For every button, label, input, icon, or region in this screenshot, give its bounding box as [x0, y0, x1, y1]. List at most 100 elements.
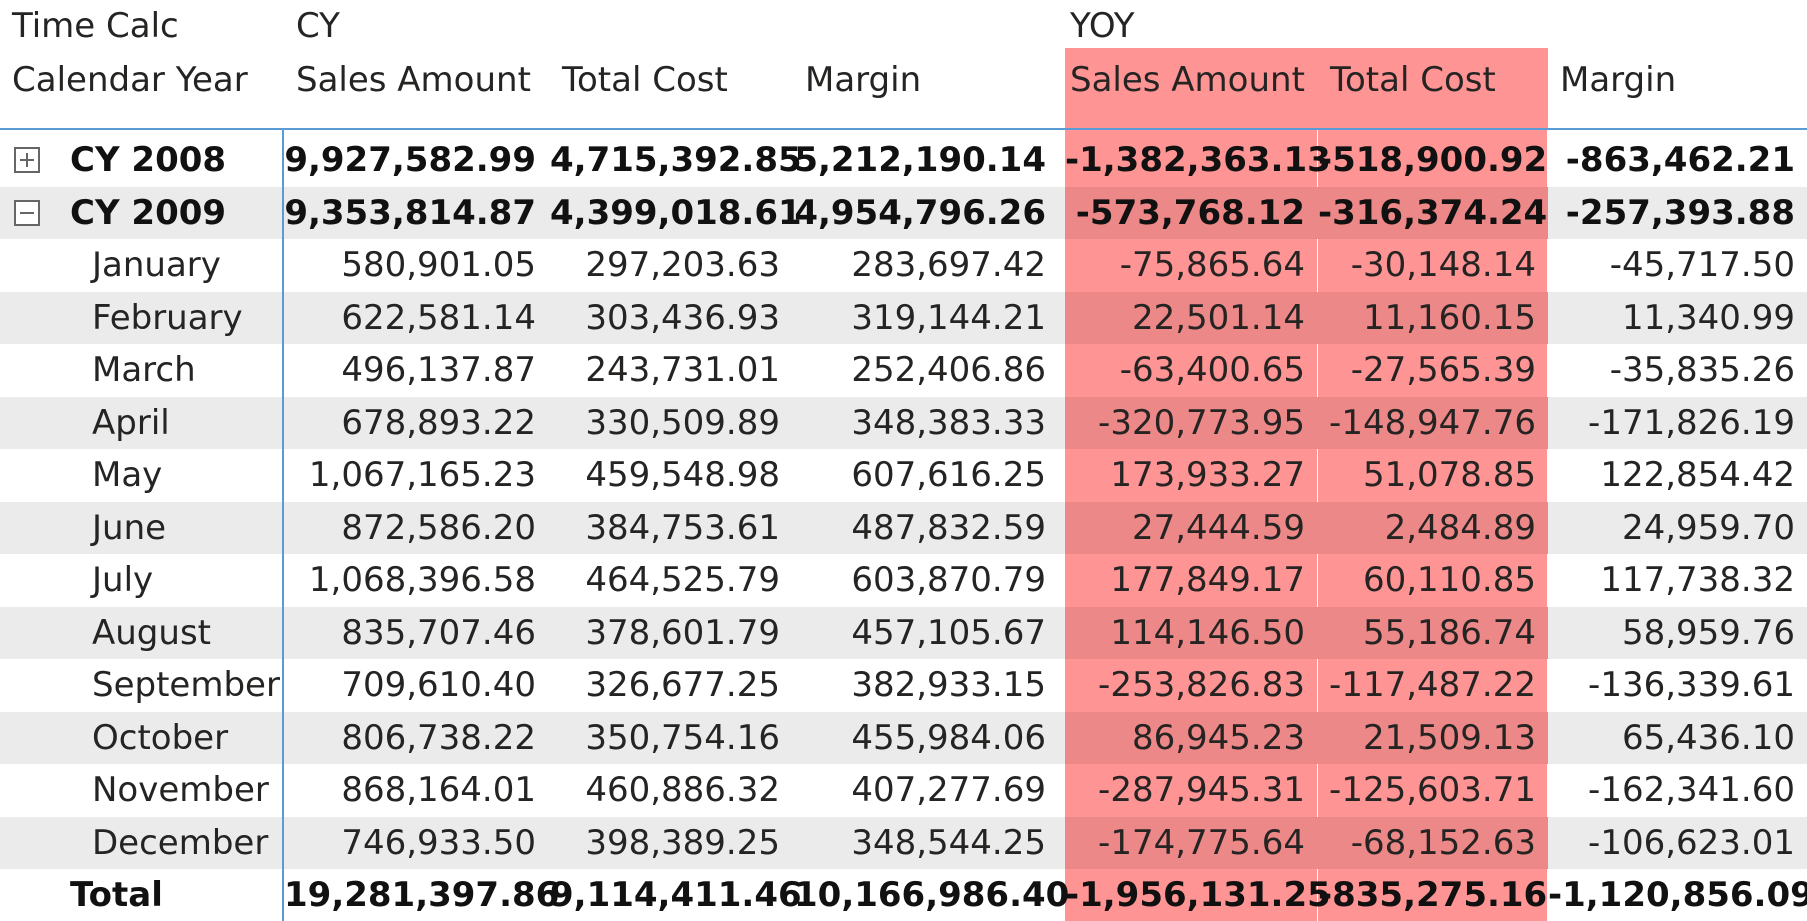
value-cell[interactable]: -27,565.39 [1350, 350, 1536, 390]
value-cell[interactable]: 11,160.15 [1362, 297, 1536, 338]
value-cell[interactable]: -63,400.65 [1119, 350, 1305, 390]
row-label[interactable]: June [92, 507, 167, 548]
value-cell[interactable]: -136,339.61 [1588, 665, 1795, 705]
value-cell[interactable]: 1,067,165.23 [308, 455, 536, 495]
value-cell[interactable]: 9,353,814.87 [284, 192, 536, 233]
value-cell[interactable]: 407,277.69 [851, 770, 1046, 810]
value-cell[interactable]: -257,393.88 [1565, 192, 1795, 233]
row-label-total[interactable]: Total [70, 875, 163, 915]
value-cell[interactable]: -45,717.50 [1609, 245, 1795, 285]
collapse-icon[interactable] [14, 199, 40, 226]
value-cell[interactable]: 398,389.25 [585, 822, 780, 863]
value-cell[interactable]: 10,166,986.40 [794, 875, 1070, 915]
value-cell[interactable]: 114,146.50 [1110, 612, 1305, 653]
value-cell[interactable]: 283,697.42 [851, 245, 1046, 285]
value-cell[interactable]: 460,886.32 [585, 770, 780, 810]
value-cell[interactable]: -573,768.12 [1075, 192, 1305, 233]
value-cell[interactable]: 11,340.99 [1621, 297, 1795, 338]
value-cell[interactable]: 835,707.46 [341, 612, 536, 653]
value-cell[interactable]: -35,835.26 [1609, 350, 1795, 390]
value-cell[interactable]: -320,773.95 [1098, 402, 1305, 443]
row-label[interactable]: February [92, 297, 243, 338]
value-cell[interactable]: 4,715,392.85 [550, 140, 802, 180]
value-cell[interactable]: 496,137.87 [341, 350, 536, 390]
column-group-yoy[interactable]: YOY [1070, 6, 1135, 46]
value-cell[interactable]: -30,148.14 [1350, 245, 1536, 285]
value-cell[interactable]: 297,203.63 [585, 245, 780, 285]
value-cell[interactable]: 326,677.25 [585, 665, 780, 705]
row-label[interactable]: December [92, 822, 269, 863]
value-cell[interactable]: -518,900.92 [1318, 140, 1548, 180]
value-cell[interactable]: 55,186.74 [1362, 612, 1536, 653]
row-label[interactable]: April [92, 402, 170, 443]
value-cell[interactable]: 252,406.86 [851, 350, 1046, 390]
value-cell[interactable]: 2,484.89 [1384, 507, 1536, 548]
value-cell[interactable]: 348,383.33 [851, 402, 1046, 443]
value-cell[interactable]: 464,525.79 [585, 560, 780, 600]
value-cell[interactable]: 86,945.23 [1131, 717, 1305, 758]
value-cell[interactable]: 9,927,582.99 [284, 140, 536, 180]
value-cell[interactable]: 384,753.61 [585, 507, 780, 548]
value-cell[interactable]: -148,947.76 [1329, 402, 1536, 443]
value-cell[interactable]: -253,826.83 [1098, 665, 1305, 705]
row-label[interactable]: November [92, 770, 269, 810]
value-cell[interactable]: 382,933.15 [851, 665, 1046, 705]
value-cell[interactable]: 319,144.21 [851, 297, 1046, 338]
row-label[interactable]: July [92, 560, 154, 600]
column-header-cy-total-cost[interactable]: Total Cost [562, 60, 728, 100]
value-cell[interactable]: 868,164.01 [341, 770, 536, 810]
value-cell[interactable]: -125,603.71 [1329, 770, 1536, 810]
value-cell[interactable]: 303,436.93 [585, 297, 780, 338]
row-label[interactable]: August [92, 612, 211, 653]
row-label[interactable]: May [92, 455, 163, 495]
value-cell[interactable]: 60,110.85 [1362, 560, 1536, 600]
column-header-cy-sales-amount[interactable]: Sales Amount [296, 60, 531, 100]
value-cell[interactable]: 607,616.25 [851, 455, 1046, 495]
value-cell[interactable]: 58,959.76 [1621, 612, 1795, 653]
value-cell[interactable]: 9,114,411.46 [550, 875, 802, 915]
value-cell[interactable]: 19,281,397.86 [284, 875, 560, 915]
column-header-yoy-margin[interactable]: Margin [1560, 60, 1677, 100]
value-cell[interactable]: -1,956,131.25 [1065, 875, 1331, 915]
value-cell[interactable]: 487,832.59 [851, 507, 1046, 548]
value-cell[interactable]: 580,901.05 [341, 245, 536, 285]
value-cell[interactable]: 603,870.79 [851, 560, 1046, 600]
value-cell[interactable]: -68,152.63 [1350, 822, 1536, 863]
row-label[interactable]: January [92, 245, 221, 285]
value-cell[interactable]: 1,068,396.58 [308, 560, 536, 600]
value-cell[interactable]: 65,436.10 [1621, 717, 1795, 758]
value-cell[interactable]: 51,078.85 [1362, 455, 1536, 495]
value-cell[interactable]: -75,865.64 [1119, 245, 1305, 285]
value-cell[interactable]: 378,601.79 [585, 612, 780, 653]
value-cell[interactable]: 348,544.25 [851, 822, 1046, 863]
value-cell[interactable]: 4,399,018.61 [550, 192, 802, 233]
value-cell[interactable]: -863,462.21 [1565, 140, 1795, 180]
value-cell[interactable]: -1,382,363.13 [1065, 140, 1331, 180]
row-header-calendar-year[interactable]: Calendar Year [12, 60, 248, 100]
value-cell[interactable]: 4,954,796.26 [794, 192, 1046, 233]
value-cell[interactable]: 24,959.70 [1621, 507, 1795, 548]
column-header-yoy-sales-amount[interactable]: Sales Amount [1070, 60, 1305, 100]
value-cell[interactable]: 678,893.22 [341, 402, 536, 443]
value-cell[interactable]: -174,775.64 [1098, 822, 1305, 863]
value-cell[interactable]: 177,849.17 [1110, 560, 1305, 600]
value-cell[interactable]: 350,754.16 [585, 717, 780, 758]
value-cell[interactable]: 21,509.13 [1362, 717, 1536, 758]
value-cell[interactable]: -117,487.22 [1329, 665, 1536, 705]
value-cell[interactable]: 22,501.14 [1131, 297, 1305, 338]
value-cell[interactable]: 27,444.59 [1131, 507, 1305, 548]
value-cell[interactable]: -835,275.16 [1318, 875, 1548, 915]
value-cell[interactable]: 457,105.67 [851, 612, 1046, 653]
value-cell[interactable]: 117,738.32 [1600, 560, 1795, 600]
value-cell[interactable]: 243,731.01 [585, 350, 780, 390]
value-cell[interactable]: 459,548.98 [585, 455, 780, 495]
value-cell[interactable]: 746,933.50 [341, 822, 536, 863]
column-group-cy[interactable]: CY [296, 6, 340, 46]
row-label[interactable]: CY 2009 [70, 192, 227, 233]
value-cell[interactable]: 330,509.89 [585, 402, 780, 443]
value-cell[interactable]: 173,933.27 [1110, 455, 1305, 495]
value-cell[interactable]: -316,374.24 [1318, 192, 1548, 233]
value-cell[interactable]: -171,826.19 [1588, 402, 1795, 443]
value-cell[interactable]: 806,738.22 [341, 717, 536, 758]
value-cell[interactable]: 5,212,190.14 [794, 140, 1046, 180]
